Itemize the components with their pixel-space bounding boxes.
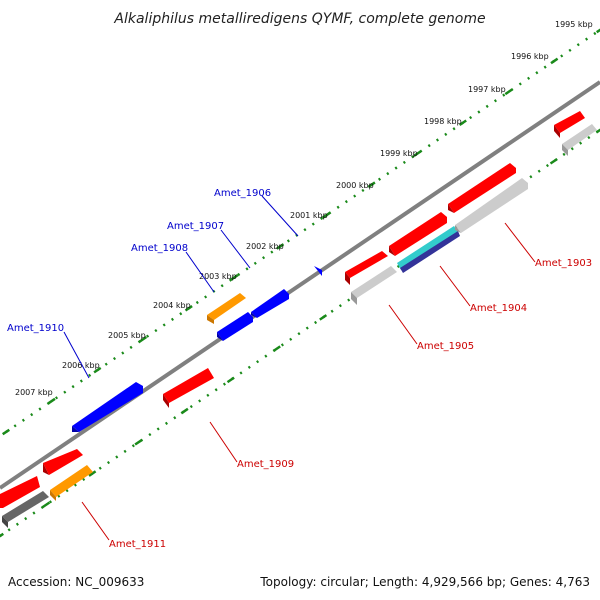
scale-label-1999: 1999 kbp [380,149,418,158]
scale-major-tick [88,470,97,477]
genome-summary-text: Topology: circular; Length: 4,929,566 bp… [259,575,590,589]
label-amet-1908[interactable]: Amet_1908 [131,243,188,254]
scale-major-tick [550,57,559,65]
scale-label-1997: 1997 kbp [468,85,506,94]
scale-major-tick [549,157,558,165]
gene-amet-1905-grey[interactable] [351,266,397,305]
scale-major-tick [42,501,51,509]
label-amet-1903[interactable]: Amet_1903 [535,258,592,269]
label-amet-1904[interactable]: Amet_1904 [470,303,527,314]
scale-label-2004: 2004 kbp [153,301,191,310]
scale-label-2005: 2005 kbp [108,331,146,340]
scale-label-1995: 1995 kbp [555,20,593,29]
gene-red-fwd-2[interactable] [389,212,447,256]
scale-major-tick [321,212,330,219]
scale-major-tick [226,376,235,384]
gene-red-fwd-5[interactable] [43,449,83,475]
gene-red-fwd-1[interactable] [345,251,388,285]
scale-label-2006: 2006 kbp [62,361,100,370]
gene-amet-1904[interactable] [397,226,460,273]
scale-major-tick [180,407,189,415]
label-amet-1905[interactable]: Amet_1905 [417,341,474,352]
gene-amet-1907b[interactable] [251,289,289,318]
scale-label-2002: 2002 kbp [246,242,284,251]
scale-label-2001: 2001 kbp [290,211,328,220]
gene-amet-1903-grey[interactable] [455,178,528,233]
label-amet-1906[interactable]: Amet_1906 [214,188,271,199]
scale-major-tick [413,150,422,157]
inner-scale-dots [0,128,600,538]
label-amet-1907[interactable]: Amet_1907 [167,221,224,232]
scale-major-tick [93,366,102,374]
scale-major-tick [504,88,513,96]
leader-amet-1910 [63,331,90,379]
scale-major-tick [596,128,600,134]
gene-dark-grey-rev[interactable] [2,491,49,528]
leader-amet-1909 [209,421,238,463]
gene-red-fwd-4[interactable] [554,111,585,138]
leader-amet-1905 [388,304,418,345]
scale-major-tick [596,28,600,34]
map-title: Alkaliphilus metalliredigens QYMF, compl… [113,11,485,27]
gene-red-fwd-6[interactable] [0,476,40,508]
gene-amet-1910[interactable] [72,382,143,432]
leader-amet-1906 [261,195,299,237]
scale-major-tick [0,532,4,538]
gene-amet-1911[interactable] [50,465,93,501]
gene-amet-1906[interactable] [314,266,322,276]
label-amet-1910[interactable]: Amet_1910 [7,323,64,334]
gene-red-fwd-3[interactable] [448,163,516,213]
scale-major-tick [184,305,193,312]
scale-major-tick [367,181,376,188]
outer-major-ticks [2,28,600,436]
label-amet-1911[interactable]: Amet_1911 [109,539,166,550]
scale-major-tick [47,397,56,405]
scale-major-tick [134,439,143,446]
scale-major-tick [272,345,281,352]
scale-major-tick [276,243,285,250]
leader-amet-1908 [185,251,215,293]
label-amet-1909[interactable]: Amet_1909 [237,459,294,470]
leader-amet-1911 [81,501,110,541]
leader-amet-1904 [439,265,471,307]
scale-label-2000: 2000 kbp [336,181,374,190]
accession-text: Accession: NC_009633 [8,575,144,589]
scale-label-2007: 2007 kbp [15,388,53,397]
gene-amet-1907a[interactable] [217,312,253,341]
scale-label-1998: 1998 kbp [424,117,462,126]
scale-major-tick [230,274,239,281]
leader-amet-1907 [220,229,251,269]
scale-label-1996: 1996 kbp [511,52,549,61]
scale-label-2003: 2003 kbp [199,272,237,281]
gene-amet-1909[interactable] [163,368,214,408]
leader-amet-1903 [504,222,536,263]
gene-grey-rev-top[interactable] [562,124,597,156]
scale-major-tick [2,428,10,436]
scale-major-tick [139,335,148,343]
scale-major-tick [458,119,467,127]
genome-backbone [0,80,600,490]
gene-amet-1908[interactable] [207,293,246,324]
scale-major-tick [319,314,328,321]
